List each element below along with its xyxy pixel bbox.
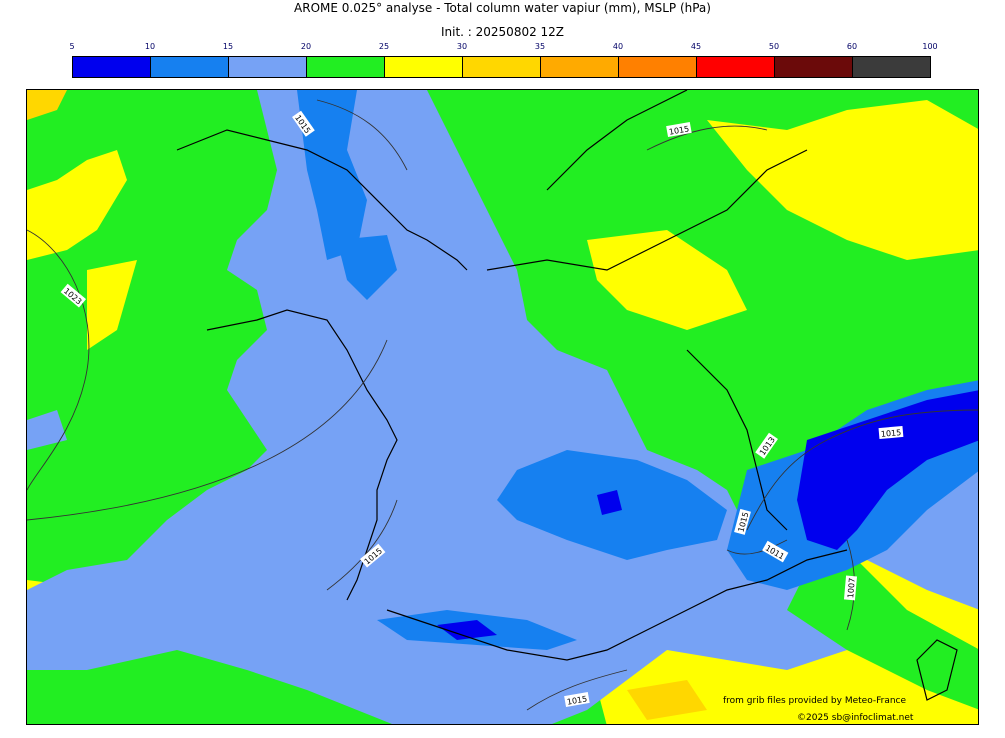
map-svg: 1015 1015 1023 1015 1013 1015 1015 1011 … — [27, 90, 978, 724]
colorbar-tick-label: 25 — [378, 42, 390, 51]
field-patch — [437, 620, 497, 640]
isobar — [746, 409, 978, 531]
isobar — [526, 669, 628, 711]
colorbar-tick-label: 100 — [922, 42, 938, 51]
colorbar-swatch — [774, 56, 853, 78]
isobar — [316, 99, 408, 171]
colorbar-tick-label: 45 — [690, 42, 702, 51]
field-patch — [627, 680, 707, 720]
field-patch — [27, 410, 67, 450]
colorbar-swatch — [306, 56, 385, 78]
isobar — [646, 125, 768, 151]
field-patch — [297, 90, 367, 260]
field-patch — [707, 100, 978, 260]
field-patch — [337, 235, 397, 300]
colorbar-tick-label: 60 — [846, 42, 858, 51]
isobar — [726, 539, 788, 555]
isobar — [27, 229, 90, 491]
border — [486, 149, 808, 271]
copyright-credit: ©2025 sb@infoclimat.net — [797, 713, 914, 723]
colorbar-swatch — [852, 56, 931, 78]
isobar-label: 1015 — [881, 428, 902, 439]
isobar — [27, 339, 388, 521]
colorbar-tick-label: 20 — [300, 42, 312, 51]
colorbar-swatch — [384, 56, 463, 78]
coastline — [916, 639, 958, 701]
coastlines — [176, 90, 958, 701]
colorbar-tick-label: 50 — [768, 42, 780, 51]
isobar — [326, 499, 398, 591]
colorbar-swatch — [618, 56, 697, 78]
weather-map: 1015 1015 1023 1015 1013 1015 1015 1011 … — [26, 89, 979, 725]
colorbar-swatch — [696, 56, 775, 78]
border — [546, 90, 688, 191]
field-patch — [587, 230, 747, 330]
coastline — [386, 549, 848, 661]
data-source-credit: from grib files provided by Meteo-France — [723, 696, 907, 706]
isobar-label: 1015 — [566, 694, 588, 706]
colorbar-swatch — [540, 56, 619, 78]
colorbar-tick-label: 15 — [222, 42, 234, 51]
field-patch — [597, 490, 622, 515]
coastline — [176, 129, 468, 271]
isobar-label: 1015 — [668, 124, 690, 136]
colorbar-tick-label: 40 — [612, 42, 624, 51]
colorbar-tick-label: 35 — [534, 42, 546, 51]
colorbar-tick-label: 10 — [144, 42, 156, 51]
colorbar-swatch — [72, 56, 151, 78]
colorbar-swatch — [228, 56, 307, 78]
isobars — [27, 99, 978, 711]
isobar-label: 1007 — [846, 578, 857, 599]
field-patch — [87, 260, 137, 350]
colorbar-swatch — [462, 56, 541, 78]
colorbar-swatch — [150, 56, 229, 78]
map-title: AROME 0.025° analyse - Total column wate… — [294, 1, 711, 15]
colorbar-tick-label: 5 — [69, 42, 75, 51]
field-patch — [797, 390, 978, 550]
field-patch — [27, 90, 67, 120]
coastline — [206, 309, 398, 601]
border — [686, 349, 788, 531]
init-time: Init. : 20250802 12Z — [440, 25, 565, 39]
colorbar-tick-label: 30 — [456, 42, 468, 51]
field-patch — [27, 150, 127, 260]
